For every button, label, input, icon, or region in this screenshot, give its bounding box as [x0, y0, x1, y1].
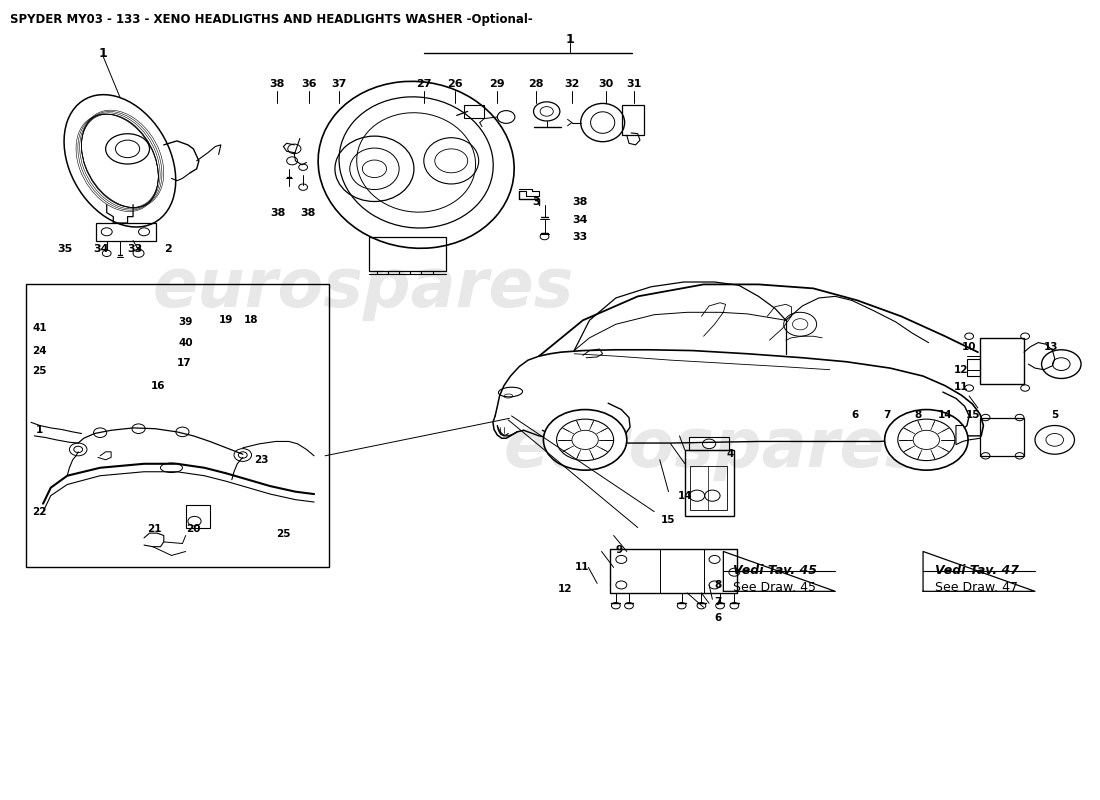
Bar [967, 358, 980, 376]
Text: See Draw. 45: See Draw. 45 [734, 581, 816, 594]
Circle shape [884, 410, 968, 470]
Bar [623, 105, 645, 135]
Text: 8: 8 [914, 410, 921, 420]
Text: 15: 15 [966, 410, 981, 420]
Text: 33: 33 [128, 243, 143, 254]
Bar [464, 105, 484, 118]
Bar [685, 450, 735, 515]
Text: 26: 26 [447, 78, 462, 89]
Bar [691, 466, 727, 510]
Text: 37: 37 [331, 78, 346, 89]
Text: 31: 31 [627, 78, 642, 89]
Text: eurospares: eurospares [153, 255, 574, 322]
Bar [980, 418, 1024, 456]
Text: 4: 4 [726, 450, 734, 459]
Text: 14: 14 [937, 410, 953, 420]
Text: 38: 38 [270, 78, 285, 89]
Text: SPYDER MY03 - 133 - XENO HEADLIGTHS AND HEADLIGHTS WASHER -Optional-: SPYDER MY03 - 133 - XENO HEADLIGTHS AND … [10, 14, 532, 26]
Text: 2: 2 [164, 243, 172, 254]
Text: 23: 23 [254, 454, 268, 465]
Text: 6: 6 [851, 410, 859, 420]
Text: 34: 34 [572, 215, 587, 225]
Text: 38: 38 [572, 198, 587, 207]
Circle shape [543, 410, 627, 470]
Text: 19: 19 [219, 315, 233, 326]
Bar [368, 238, 446, 271]
Text: eurospares: eurospares [504, 415, 925, 481]
Text: Vedi Tav. 45: Vedi Tav. 45 [733, 564, 817, 577]
Text: See Draw. 47: See Draw. 47 [935, 581, 1019, 594]
Text: 9: 9 [616, 545, 623, 555]
Text: 38: 38 [300, 209, 316, 218]
Text: 8: 8 [714, 580, 722, 590]
Bar [980, 338, 1024, 384]
Text: 22: 22 [33, 506, 47, 517]
Text: 41: 41 [33, 323, 47, 334]
Text: 33: 33 [572, 232, 587, 242]
Text: 5: 5 [1052, 410, 1058, 420]
Text: 12: 12 [954, 365, 969, 374]
Text: 27: 27 [416, 78, 431, 89]
Text: 25: 25 [33, 366, 47, 376]
Bar [25, 285, 330, 567]
Text: 1: 1 [565, 33, 574, 46]
Text: Vedi Tav. 47: Vedi Tav. 47 [935, 564, 1019, 577]
Bar [610, 549, 737, 593]
Text: 13: 13 [1044, 342, 1058, 351]
Text: 16: 16 [151, 382, 165, 391]
Text: 12: 12 [558, 584, 573, 594]
Text: 30: 30 [598, 78, 614, 89]
Text: 7: 7 [714, 597, 722, 606]
Text: 18: 18 [244, 315, 258, 326]
Text: 32: 32 [564, 78, 580, 89]
Text: 34: 34 [94, 243, 109, 254]
Bar [186, 506, 210, 527]
Text: 15: 15 [661, 514, 675, 525]
Text: 38: 38 [271, 209, 286, 218]
Text: 1: 1 [36, 426, 43, 435]
Text: 6: 6 [714, 613, 722, 622]
Text: 17: 17 [177, 358, 191, 368]
Text: 20: 20 [186, 524, 200, 534]
Text: 35: 35 [57, 243, 73, 254]
Text: 29: 29 [490, 78, 505, 89]
Text: 11: 11 [954, 382, 969, 392]
Text: 21: 21 [146, 524, 162, 534]
Bar [96, 223, 156, 241]
Text: 3: 3 [532, 198, 539, 207]
Text: 10: 10 [961, 342, 977, 351]
Text: 14: 14 [678, 490, 692, 501]
Bar [690, 438, 729, 450]
Text: 28: 28 [528, 78, 543, 89]
Text: 1: 1 [99, 46, 108, 60]
Text: 25: 25 [276, 529, 290, 539]
Text: 40: 40 [178, 338, 192, 347]
Text: 7: 7 [883, 410, 891, 420]
Text: 39: 39 [178, 317, 192, 327]
Text: 36: 36 [301, 78, 317, 89]
Text: 11: 11 [574, 562, 590, 573]
Text: 24: 24 [33, 346, 47, 355]
